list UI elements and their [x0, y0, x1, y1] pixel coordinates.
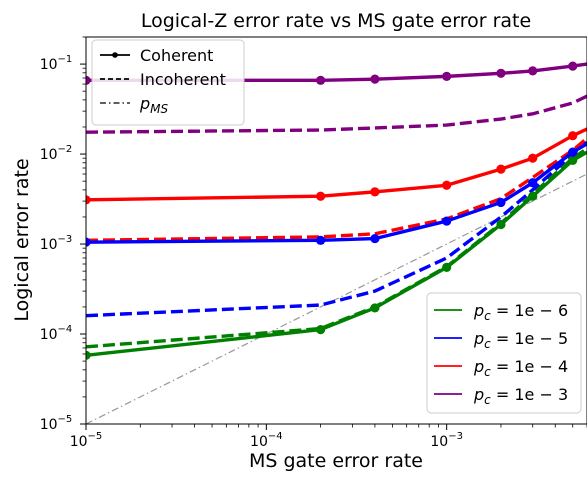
series-marker: [442, 216, 452, 226]
series-marker: [568, 155, 578, 166]
y-tick-label: 10−1: [40, 54, 73, 73]
x-axis-label: MS gate error rate: [249, 450, 423, 472]
series-marker: [568, 147, 578, 157]
plot-frame: [85, 36, 587, 425]
series-marker: [528, 153, 538, 163]
series-marker: [316, 75, 326, 85]
style-legend-label: Coherent: [140, 46, 213, 65]
color-legend-label: pc = 1e − 3: [473, 385, 568, 407]
series-line-incoherent-1: [86, 141, 587, 318]
series-marker: [86, 237, 91, 247]
x-tick-label: 10−5: [70, 431, 103, 450]
series-marker: [442, 262, 452, 273]
y-tick-label: 10−4: [40, 324, 73, 343]
y-tick-label: 10−2: [40, 144, 73, 163]
series-marker: [316, 235, 326, 245]
series-marker: [568, 131, 578, 141]
series-marker: [496, 219, 506, 230]
series-marker: [442, 71, 452, 81]
series-marker: [316, 191, 326, 201]
series-marker: [528, 178, 538, 188]
chart-title: Logical-Z error rate vs MS gate error ra…: [141, 10, 531, 32]
y-axis-label: Logical error rate: [11, 158, 33, 321]
series-marker: [86, 75, 91, 85]
series-marker: [528, 66, 538, 76]
series-marker: [568, 61, 578, 71]
style-legend-box: [91, 39, 245, 126]
color-legend-label: pc = 1e − 5: [473, 329, 568, 351]
series-line-coherent-5: [86, 142, 587, 244]
color-legend-label: pc = 1e − 6: [473, 301, 568, 323]
series-marker: [496, 164, 506, 174]
x-tick-label: 10−4: [250, 431, 283, 450]
series-marker: [528, 191, 538, 201]
series-line-coherent-4: [86, 150, 587, 357]
series-line-incoherent-3: [86, 94, 587, 134]
series-marker: [370, 187, 380, 197]
x-tick-label: 10−3: [430, 431, 463, 450]
series-marker: [370, 303, 380, 313]
style-legend-marker: [112, 52, 118, 58]
series-marker: [316, 324, 326, 335]
series-marker: [370, 74, 380, 84]
series-marker: [496, 197, 506, 208]
series-line-incoherent-2: [86, 136, 587, 243]
series-marker: [86, 195, 91, 205]
series-marker: [496, 68, 506, 78]
plot-layer: 10−5 10−4 10−3 10−5 10−4 10−3 10−2 10−1 Coherent…: [40, 36, 587, 450]
reference-line-pms: [86, 173, 587, 424]
series-marker: [442, 180, 452, 190]
style-legend-label: pMS: [139, 94, 169, 116]
series-group: [86, 61, 587, 424]
series-line-coherent-7: [86, 62, 587, 83]
y-tick-label: 10−5: [40, 414, 73, 433]
series-marker: [370, 233, 380, 244]
color-legend-box: [426, 292, 582, 414]
color-legend-label: pc = 1e − 4: [473, 357, 568, 379]
y-tick-label: 10−3: [40, 234, 73, 253]
series-marker: [86, 350, 91, 360]
style-legend-label: Incoherent: [140, 70, 226, 89]
series-line-coherent-6: [86, 127, 587, 202]
